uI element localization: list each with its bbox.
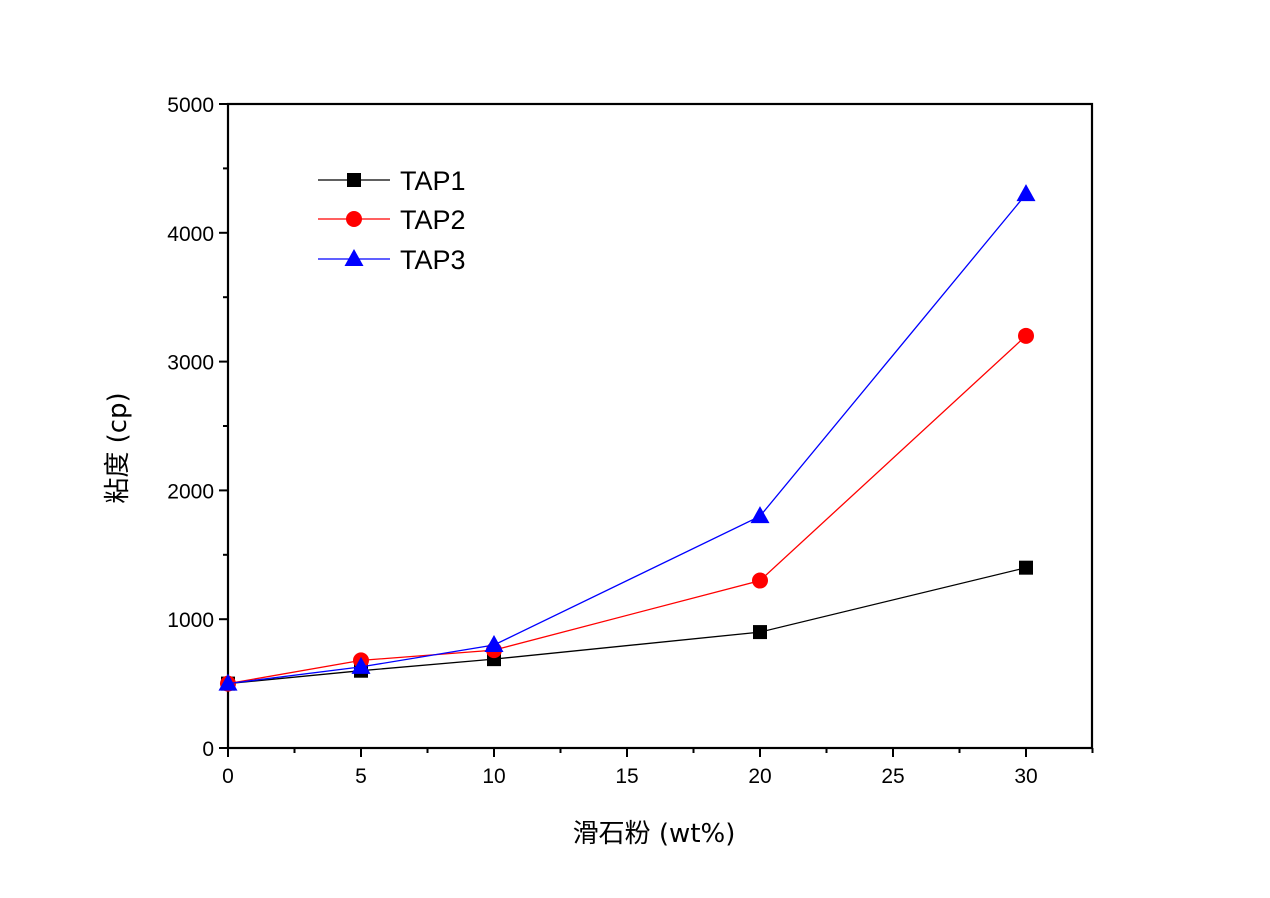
legend-label: TAP2 [400, 205, 466, 235]
legend-marker-square [347, 173, 361, 187]
series-line-tap1 [227, 567, 1027, 685]
x-axis: 0 5 10 15 20 25 30 [222, 748, 1094, 788]
x-tick-label: 0 [222, 765, 234, 788]
data-point-tap3 [218, 673, 238, 691]
y-tick-label: 0 [202, 738, 214, 761]
series-tap2 [220, 327, 1034, 692]
y-tick-label: 3000 [167, 352, 214, 375]
legend: TAP1 TAP2 TAP3 [318, 166, 466, 275]
data-point-tap3 [484, 634, 504, 652]
legend-marker-triangle [344, 249, 364, 266]
data-point-tap1 [753, 625, 767, 640]
series-line-tap3 [227, 193, 1027, 685]
series-line-tap2 [227, 335, 1027, 685]
legend-label: TAP3 [400, 245, 466, 275]
x-axis-title: 滑石粉 (wt%) [573, 819, 736, 849]
legend-marker-circle [346, 211, 362, 227]
x-tick-label: 5 [355, 765, 367, 788]
data-point-tap3 [351, 656, 371, 674]
x-tick-label: 10 [482, 765, 505, 788]
y-axis-title: 粘度 (cp) [103, 392, 133, 503]
data-point-tap2 [1018, 327, 1034, 344]
y-tick-label: 4000 [167, 223, 214, 246]
x-tick-label: 30 [1014, 765, 1037, 788]
x-tick-label: 20 [748, 765, 771, 788]
series-layer [218, 184, 1036, 692]
plot-border [226, 102, 1094, 750]
data-point-tap3 [1016, 184, 1036, 202]
data-point-tap1 [1019, 560, 1033, 575]
data-point-tap3 [750, 506, 770, 524]
y-tick-label: 2000 [167, 480, 214, 503]
data-point-tap2 [752, 572, 768, 589]
plot-frame [226, 102, 1094, 750]
legend-item-tap3: TAP3 [318, 245, 466, 275]
y-axis: 0 1000 2000 3000 4000 5000 [167, 94, 228, 761]
y-tick-label: 1000 [167, 609, 214, 632]
legend-item-tap2: TAP2 [318, 205, 466, 235]
x-tick-label: 15 [615, 765, 638, 788]
x-tick-label: 25 [881, 765, 904, 788]
series-tap3 [218, 184, 1036, 691]
legend-item-tap1: TAP1 [318, 166, 466, 196]
y-tick-label: 5000 [167, 94, 214, 117]
legend-label: TAP1 [400, 166, 466, 196]
